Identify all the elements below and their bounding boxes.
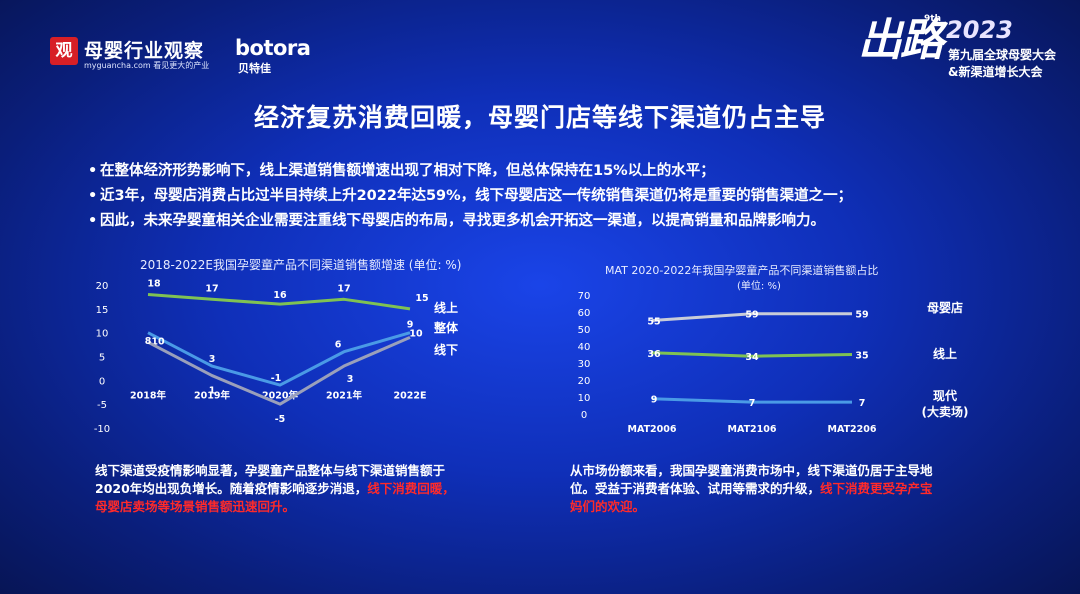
event-year: 2023	[946, 16, 1013, 44]
chart2-data-label: 35	[855, 351, 868, 362]
chart2-legend-label: (大卖场)	[922, 404, 969, 419]
left-note-text: 线下渠道受疫情影响显著，孕婴童产品整体与线下渠道销售额于2020年均出现负增长。…	[95, 463, 446, 496]
chart1-legend-label: 整体	[433, 320, 459, 335]
right-note-text: 从市场份额来看，我国孕婴童消费市场中，线下渠道仍居于主导地位。受益于消费者体验、…	[570, 463, 933, 496]
bullet-item: • 在整体经济形势影响下，线上渠道销售额增速出现了相对下降，但总体保持在15%以上…	[88, 163, 715, 179]
chart2-ytick-label: 40	[578, 342, 591, 353]
guancha-logo-icon: 观	[50, 37, 78, 65]
chart2-data-label: 7	[749, 398, 756, 409]
chart1-data-label: 10	[409, 329, 423, 340]
chart1-data-label: 3	[347, 374, 354, 385]
chart2-data-label: 7	[859, 398, 866, 409]
guancha-logo-title: 母婴行业观察	[84, 40, 205, 62]
left-note-highlight: 线下消费回暖，母婴店卖场等场景销售额迅速回升。	[95, 481, 455, 514]
chart2-title: MAT 2020-2022年我国孕婴童产品不同渠道销售额占比	[605, 264, 879, 277]
chart1-data-label: -5	[275, 414, 286, 425]
chart2-legend-label: 线上	[933, 346, 957, 361]
chart2-legend-label: 母婴店	[927, 300, 963, 315]
bullet-text: 近3年，母婴店消费占比过半目持续上升2022年达59%，线下母婴店这一传统销售渠…	[100, 188, 853, 204]
event-name-line2: &新渠道增长大会	[948, 65, 1043, 79]
bullet-text: 因此，未来孕婴童相关企业需要注重线下母婴店的布局，寻找更多机会开拓这一渠道，以提…	[100, 213, 825, 229]
chart1-xtick-label: 2019年	[194, 389, 230, 401]
chart2-ytick-label: 60	[578, 308, 591, 319]
chart1-data-label: 15	[415, 293, 428, 304]
chart1-title: 2018-2022E我国孕婴童产品不同渠道销售额增速 (单位: %)	[140, 258, 462, 272]
chart2-xtick-label: MAT2006	[628, 424, 677, 435]
chart2-xtick-label: MAT2206	[828, 424, 877, 435]
chart1-ytick-label: 20	[96, 281, 109, 292]
chart1-data-label: 17	[205, 283, 218, 294]
chart2-ytick-label: 70	[578, 291, 591, 302]
chart2-data-label: 9	[651, 395, 658, 406]
chart1-xtick-label: 2022E	[394, 390, 427, 401]
chart1-data-label: -1	[271, 373, 282, 384]
chart2-series-line	[651, 312, 852, 322]
page-title: 经济复苏消费回暖，母婴门店等线下渠道仍占主导	[253, 103, 826, 132]
chart1-legend-label: 线下	[434, 342, 458, 357]
botora-logo-cn: 贝特佳	[238, 62, 271, 75]
left-note: 线下渠道受疫情影响显著，孕婴童产品整体与线下渠道销售额于2020年均出现负增长。…	[95, 462, 460, 516]
chart1-data-label: 9	[407, 319, 414, 330]
chart1-legend-label: 线上	[434, 300, 458, 315]
bullet-item: • 因此，未来孕婴童相关企业需要注重线下母婴店的布局，寻找更多机会开拓这一渠道，以…	[88, 213, 825, 229]
chart2-data-label: 36	[647, 349, 661, 360]
chart1-data-label: 1	[209, 386, 216, 397]
chart1-data-label: 10	[151, 337, 165, 348]
bullet-item: • 近3年，母婴店消费占比过半目持续上升2022年达59%，线下母婴店这一传统销售…	[88, 188, 853, 204]
chart2-series-line	[651, 397, 852, 404]
chart1-ytick-label: 15	[96, 305, 109, 316]
chart2-series-line	[651, 351, 853, 358]
chart1-data-label: 8	[145, 336, 152, 347]
chart1-data-label: 16	[273, 290, 287, 301]
event-edition: 9th	[924, 14, 941, 24]
right-note: 从市场份额来看，我国孕婴童消费市场中，线下渠道仍居于主导地位。受益于消费者体验、…	[570, 462, 940, 516]
chart2-ytick-label: 0	[581, 410, 587, 421]
event-name-line1: 第九届全球母婴大会	[948, 48, 1057, 62]
chart2-ytick-label: 30	[578, 359, 591, 370]
chart2-data-label: 59	[855, 310, 868, 321]
chart2-ytick-label: 20	[578, 376, 591, 387]
event-logo-big: 出路	[858, 15, 944, 66]
chart1-series-line	[147, 293, 411, 311]
bullet-text: 在整体经济形势影响下，线上渠道销售额增速出现了相对下降，但总体保持在15%以上的…	[100, 163, 715, 179]
chart1-series-line	[147, 336, 411, 406]
chart1-ytick-label: -10	[94, 424, 110, 435]
chart2-xtick-label: MAT2106	[728, 424, 777, 435]
chart2-subtitle: (单位: %)	[737, 281, 781, 292]
chart1-data-label: 6	[335, 340, 342, 351]
chart1-data-label: 17	[337, 283, 350, 294]
chart2-ytick-label: 10	[578, 393, 591, 404]
chart1-series-line	[147, 331, 411, 387]
chart1-ytick-label: -5	[97, 400, 107, 411]
chart2-ytick-label: 50	[578, 325, 591, 336]
chart2-data-label: 55	[647, 317, 660, 328]
chart2-data-label: 34	[745, 352, 759, 363]
chart1-data-label: 18	[147, 279, 161, 290]
chart1-xtick-label: 2021年	[326, 389, 362, 401]
chart2-data-label: 59	[745, 310, 758, 321]
chart1-ytick-label: 10	[96, 329, 109, 340]
chart1-ytick-label: 5	[99, 353, 105, 364]
guancha-logo-subtitle: myguancha.com 看见更大的产业	[84, 61, 210, 70]
chart1-ytick-label: 0	[99, 376, 105, 387]
botora-logo: botora	[235, 36, 311, 60]
right-note-highlight: 线下消费更受孕产宝妈们的欢迎。	[570, 481, 933, 514]
chart1-xtick-label: 2018年	[130, 389, 166, 401]
chart2-legend-label: 现代	[933, 388, 957, 403]
chart1-data-label: 3	[209, 354, 216, 365]
